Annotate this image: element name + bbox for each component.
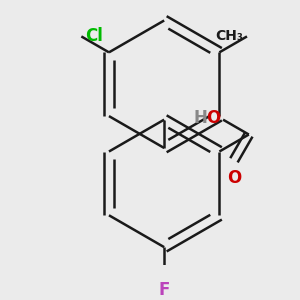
Text: O: O [206,109,220,127]
Text: H: H [194,109,208,127]
Text: Cl: Cl [85,27,103,45]
Text: CH₃: CH₃ [216,29,243,44]
Text: O: O [227,169,241,187]
Text: F: F [158,281,170,299]
